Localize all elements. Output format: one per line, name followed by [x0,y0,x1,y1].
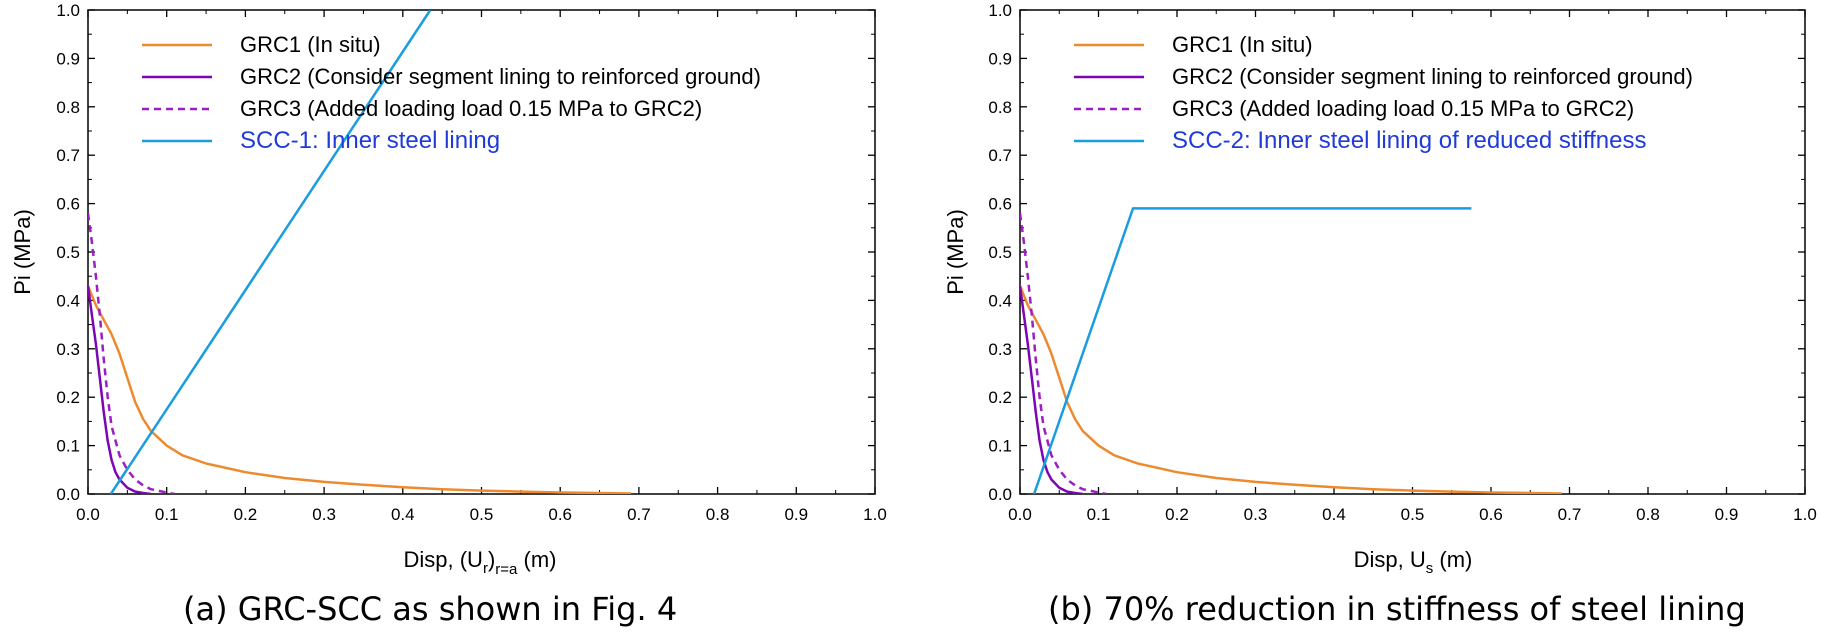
legend-label-scc: SCC-2: Inner steel lining of reduced sti… [1172,127,1646,154]
y-tick-label: 0.2 [988,388,1012,407]
legend-label-scc: SCC-1: Inner steel lining [240,127,500,154]
y-tick-label: 0.2 [56,388,80,407]
x-axis-label: Disp, Us (m) [1354,547,1473,577]
y-tick-label: 0.6 [988,195,1012,214]
x-tick-label: 0.8 [1636,505,1660,524]
x-tick-label: 1.0 [863,505,887,524]
x-tick-label: 0.5 [470,505,494,524]
chart-panel-1: 0.0 0.1 0.2 0.3 0.4 0.5 0.6 0.7 0.8 0.9 1.0 0.0 0.1 0… [10,1,887,628]
series-layer [88,10,632,494]
x-tick-label: 0.9 [784,505,808,524]
series-line-grc1 [88,285,632,494]
y-tick-label: 0.0 [988,485,1012,504]
y-axis-label: Pi (MPa) [10,209,35,295]
legend-label-grc3: GRC3 (Added loading load 0.15 MPa to GRC… [1172,96,1634,121]
y-tick-label: 1.0 [56,1,80,20]
x-tick-label: 0.9 [1715,505,1739,524]
y-tick-label: 0.4 [988,291,1012,310]
y-tick-label: 0.1 [988,437,1012,456]
x-axis-label-sub: r [483,560,488,577]
x-axis-label-sub: s [1426,560,1434,577]
x-tick-label: 0.6 [548,505,572,524]
y-tick-label: 1.0 [988,1,1012,20]
x-tick-label: 0.1 [155,505,179,524]
x-axis-label-main: Disp, (U [404,547,483,572]
legend: GRC1 (In situ) GRC2 (Consider segment lin… [142,32,761,154]
chart-panel-2: 0.0 0.1 0.2 0.3 0.4 0.5 0.6 0.7 0.8 0.9 1.0 0.0 0.1 0… [943,1,1817,628]
y-tick-label: 0.7 [56,146,80,165]
y-tick-label: 0.6 [56,195,80,214]
x-tick-label: 0.4 [391,505,415,524]
y-tick-label: 0.8 [988,98,1012,117]
y-axis-label: Pi (MPa) [943,209,968,295]
x-tick-label: 0.5 [1401,505,1425,524]
x-tick-label: 0.3 [1244,505,1268,524]
y-tick-label: 0.9 [56,49,80,68]
x-axis-label-main: Disp, U [1354,547,1426,572]
x-axis-label: Disp, (Ur)r=a (m) [404,547,557,578]
x-tick-label: 0.0 [76,505,100,524]
x-tick-label: 0.2 [1165,505,1189,524]
x-tick-label: 0.7 [1558,505,1582,524]
y-tick-label: 0.5 [988,243,1012,262]
series-layer [1020,207,1562,494]
y-tick-label: 0.9 [988,49,1012,68]
x-tick-label: 0.2 [234,505,258,524]
x-axis-label-unit: (m) [517,547,556,572]
y-tick-label: 0.1 [56,437,80,456]
x-tick-label: 0.3 [312,505,336,524]
legend-label-grc3: GRC3 (Added loading load 0.15 MPa to GRC… [240,96,702,121]
series-line-scc [1032,207,1472,494]
legend-label-grc1: GRC1 (In situ) [240,32,381,57]
series-line-grc2 [88,285,152,494]
series-line-grc1 [1020,285,1562,494]
y-tick-label: 0.4 [56,291,80,310]
x-axis-label-unit: (m) [1433,547,1472,572]
figure-caption: (a) GRC-SCC as shown in Fig. 4 [183,590,677,628]
y-tick-label: 0.8 [56,98,80,117]
x-tick-label: 0.1 [1087,505,1111,524]
x-axis-label-paren: ) [488,547,495,572]
legend-label-grc2: GRC2 (Consider segment lining to reinfor… [1172,64,1693,89]
x-tick-label: 0.8 [706,505,730,524]
x-tick-label: 0.4 [1322,505,1346,524]
y-tick-label: 0.7 [988,146,1012,165]
x-tick-label: 1.0 [1793,505,1817,524]
x-axis-label-sub2: r=a [495,561,518,578]
x-tick-label: 0.7 [627,505,651,524]
figure-caption: (b) 70% reduction in stiffness of steel … [1048,590,1746,628]
series-line-grc3 [88,213,175,494]
series-line-grc3 [1020,213,1107,494]
y-tick-label: 0.5 [56,243,80,262]
y-tick-label: 0.0 [56,485,80,504]
legend: GRC1 (In situ) GRC2 (Consider segment lin… [1074,32,1693,154]
legend-label-grc2: GRC2 (Consider segment lining to reinfor… [240,64,761,89]
y-tick-label: 0.3 [988,340,1012,359]
series-line-grc2 [1020,285,1083,494]
legend-label-grc1: GRC1 (In situ) [1172,32,1313,57]
series-line-scc [109,10,432,494]
x-tick-label: 0.6 [1479,505,1503,524]
y-tick-label: 0.3 [56,340,80,359]
x-tick-label: 0.0 [1008,505,1032,524]
